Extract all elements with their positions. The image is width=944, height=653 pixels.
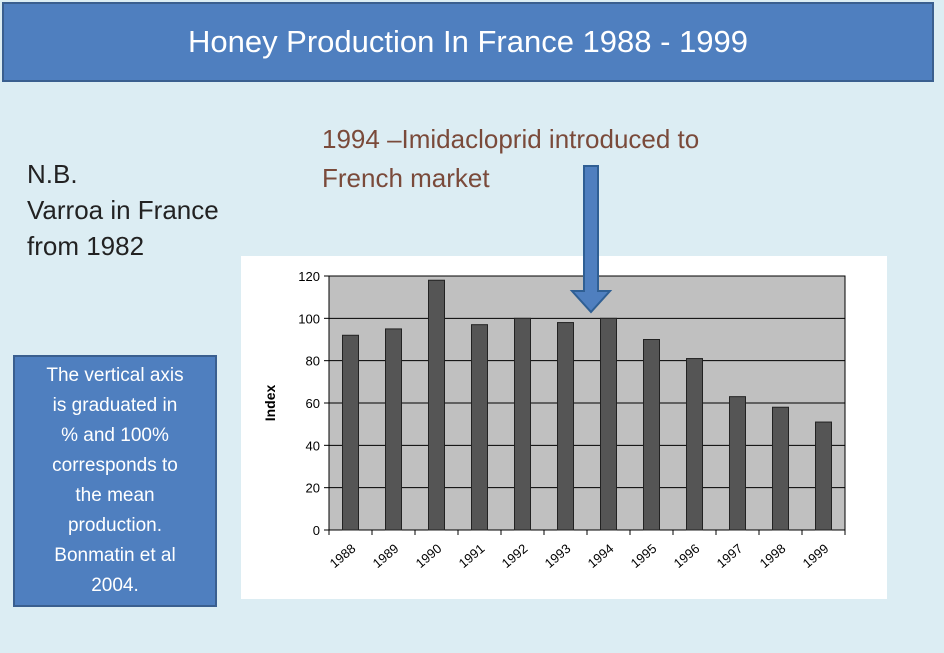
info-line: Bonmatin et al — [54, 545, 176, 566]
info-line: 2004. — [91, 575, 139, 596]
x-tick-label: 1991 — [456, 541, 488, 571]
info-box: The vertical axis is graduated in % and … — [13, 355, 217, 607]
y-tick-label: 60 — [306, 396, 320, 411]
bar — [686, 358, 703, 531]
x-tick-label: 1999 — [800, 541, 832, 571]
x-tick-label: 1990 — [413, 541, 445, 571]
y-axis-label: Index — [262, 385, 278, 422]
x-tick-label: 1996 — [671, 541, 703, 571]
x-tick-label: 1995 — [628, 541, 660, 571]
info-line: % and 100% — [61, 425, 169, 446]
bar — [815, 421, 832, 531]
x-tick-label: 1993 — [542, 541, 574, 571]
annotation-text: 1994 –Imidacloprid introduced to French … — [322, 120, 792, 198]
y-tick-label: 100 — [298, 311, 320, 326]
y-tick-label: 40 — [306, 438, 320, 453]
bar — [342, 334, 359, 531]
y-tick-label: 80 — [306, 354, 320, 369]
bar — [729, 396, 746, 531]
y-tick-label: 120 — [298, 269, 320, 284]
bar-chart: 0 20 40 60 80 100 120 1988 1989 1990 1991 1992 1993 1… — [262, 269, 846, 571]
annotation-line: 1994 –Imidacloprid introduced to — [322, 124, 700, 154]
info-line: The vertical axis — [46, 365, 184, 386]
bar — [514, 317, 531, 531]
bar — [772, 406, 789, 531]
note-text: N.B. Varroa in France from 1982 — [27, 156, 267, 264]
x-tick-label: 1998 — [757, 541, 789, 571]
y-tick-label: 0 — [313, 523, 320, 538]
info-line: corresponds to — [52, 455, 178, 476]
info-line: the mean — [75, 485, 155, 506]
bar — [557, 322, 574, 531]
x-tick-label: 1997 — [714, 541, 746, 571]
note-line: Varroa in France — [27, 195, 219, 225]
chart-panel: 0 20 40 60 80 100 120 1988 1989 1990 1991 1992 1993 1… — [241, 256, 887, 599]
x-tick-label: 1988 — [327, 541, 359, 571]
title-bar: Honey Production In France 1988 - 1999 — [2, 2, 934, 82]
y-tick-label: 20 — [306, 481, 320, 496]
bar — [600, 317, 617, 531]
bar — [643, 339, 660, 531]
x-tick-label: 1994 — [585, 541, 617, 571]
note-line: from 1982 — [27, 231, 145, 261]
x-tick-label: 1992 — [499, 541, 531, 571]
annotation-line: French market — [322, 163, 490, 193]
bar — [428, 279, 445, 531]
page-title: Honey Production In France 1988 - 1999 — [187, 24, 749, 59]
x-tick-label: 1989 — [370, 541, 402, 571]
info-line: is graduated in — [52, 395, 178, 416]
info-line: production. — [67, 515, 162, 536]
bar — [471, 324, 488, 531]
bar — [385, 328, 402, 531]
note-line: N.B. — [27, 159, 78, 189]
